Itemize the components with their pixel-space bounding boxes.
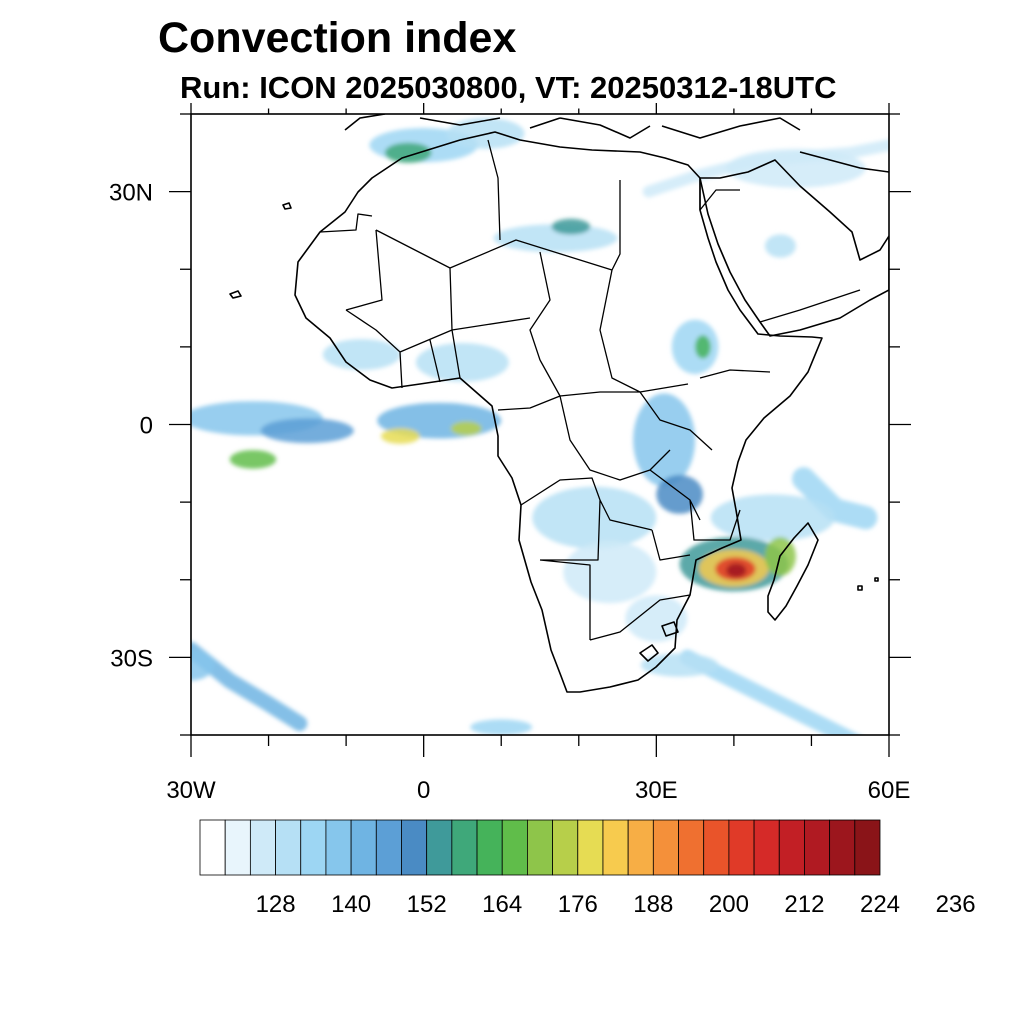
convection-cell-16: [764, 234, 796, 258]
convection-band-1: [679, 649, 860, 735]
colorbar-swatch: [476, 819, 503, 876]
colorbar-label: 176: [558, 891, 598, 918]
convection-cell-14: [671, 319, 719, 375]
colorbar-swatch: [829, 819, 856, 876]
colorbar-swatch: [552, 819, 579, 876]
convection-field-layer: [191, 117, 889, 735]
convection-cell-18: [656, 475, 703, 514]
colorbar-swatch: [275, 819, 302, 876]
convection-band-2: [792, 467, 878, 530]
convection-cell-13: [726, 148, 866, 188]
colorbar-swatch: [527, 819, 553, 876]
europe-coastline: [344, 114, 801, 139]
convection-cell-7: [322, 339, 401, 371]
colorbar-swatch: [401, 819, 428, 876]
x-tick-label: 30W: [166, 777, 216, 804]
convection-cell-17: [633, 393, 696, 487]
colorbar-swatch: [426, 819, 453, 876]
iran-coastline: [799, 151, 889, 173]
colorbar-swatch: [602, 819, 629, 876]
colorbar-label: 128: [256, 891, 296, 918]
convection-cell-5: [450, 421, 482, 436]
x-tick-label: 60E: [868, 777, 911, 804]
convection-cell-1: [260, 418, 354, 444]
colorbar-swatch: [224, 819, 251, 876]
colorbar-label: 200: [709, 891, 749, 918]
map-axes: 30W 0 30E 60E 30N 0 30S: [109, 103, 911, 804]
colorbar-swatch: [652, 819, 679, 876]
map-outlines: [229, 114, 889, 693]
colorbar-swatch: [778, 819, 805, 876]
country-borders: [319, 139, 861, 641]
colorbar: 128 140 152 164 176 188 200 212 224 236: [199, 819, 976, 918]
colorbar-label: 164: [482, 891, 522, 918]
y-tick-label: 30S: [110, 645, 153, 672]
colorbar-swatch: [728, 819, 755, 876]
arabia-coastline: [699, 159, 889, 337]
colorbar-swatch: [249, 819, 276, 876]
colorbar-label: 236: [936, 891, 976, 918]
convection-cell-21: [625, 595, 688, 642]
x-tick-label: 0: [417, 777, 430, 804]
convection-cell-9: [551, 218, 591, 235]
convection-cell-2: [229, 450, 277, 469]
colorbar-label: 152: [407, 891, 447, 918]
x-tick-label: 30E: [635, 777, 678, 804]
colorbar-swatch: [325, 819, 352, 876]
map-subtitle: Run: ICON 2025030800, VT: 20250312-18UTC: [180, 70, 837, 105]
colorbar-swatch: [804, 819, 831, 876]
convection-cell-19: [532, 486, 657, 549]
colorbar-swatch: [300, 819, 327, 876]
colorbar-label: 140: [331, 891, 371, 918]
convection-cell-22: [710, 494, 835, 541]
colorbar-swatch: [199, 819, 226, 876]
convection-cell-4: [381, 428, 420, 444]
madagascar-coastline: [767, 522, 819, 621]
colorbar-swatch: [577, 819, 604, 876]
colorbar-swatch: [501, 819, 528, 876]
colorbar-label: 224: [860, 891, 900, 918]
map-title: Convection index: [158, 14, 517, 62]
convection-cell-30: [191, 649, 215, 681]
colorbar-label: 212: [784, 891, 824, 918]
y-tick-label: 0: [140, 413, 153, 440]
colorbar-swatch: [627, 819, 654, 876]
islands-coastline: [229, 202, 879, 662]
colorbar-swatch: [678, 819, 705, 876]
convection-cell-11: [384, 142, 432, 163]
colorbar-swatch: [375, 819, 402, 876]
y-tick-label: 30N: [109, 180, 153, 207]
colorbar-swatch: [753, 819, 780, 876]
colorbar-swatch: [350, 819, 377, 876]
colorbar-swatch: [854, 819, 881, 876]
colorbar-label: 188: [633, 891, 673, 918]
convection-cell-20: [563, 540, 657, 604]
convection-cell-28: [640, 653, 719, 677]
convection-cell-29: [470, 719, 533, 735]
colorbar-swatch: [451, 819, 478, 876]
convection-cell-15: [695, 335, 711, 359]
convection-cell-26: [726, 563, 747, 578]
convection-cell-6: [415, 343, 509, 382]
colorbar-swatch: [703, 819, 730, 876]
